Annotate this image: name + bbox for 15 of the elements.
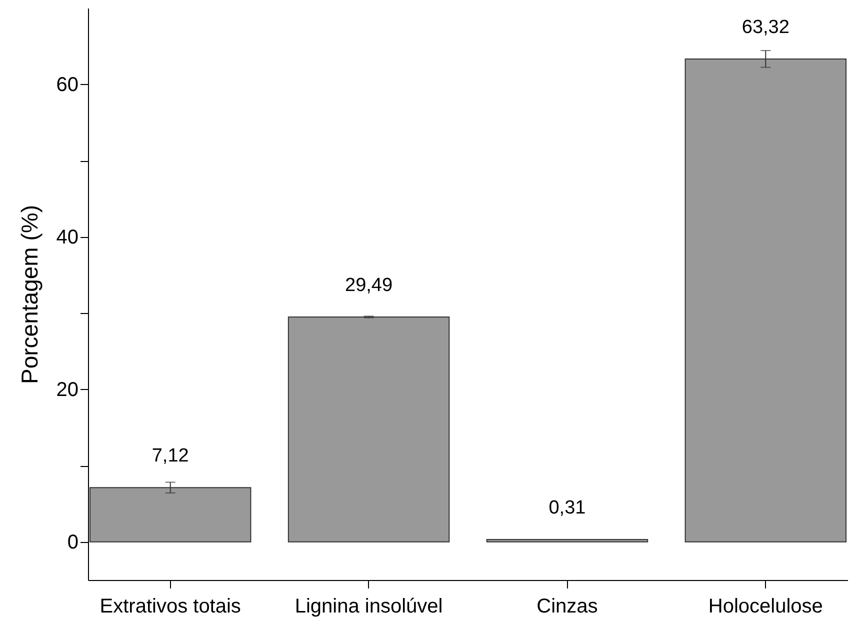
- y-tick-label: 20: [56, 378, 78, 401]
- y-tick-label: 60: [56, 74, 78, 96]
- data-label: 29,49: [345, 274, 393, 296]
- bar: [288, 316, 450, 542]
- x-tick-label: Holocelulose: [708, 596, 823, 618]
- data-label: 0,31: [548, 498, 586, 518]
- y-tick-label: 40: [56, 226, 78, 248]
- y-tick-label: 0: [67, 531, 78, 554]
- data-label: 7,12: [152, 446, 189, 467]
- y-axis-title: Porcentagem (%): [16, 205, 42, 384]
- x-tick-label: Extrativos totais: [100, 596, 241, 618]
- bar: [486, 539, 648, 542]
- x-tick-label: Lignina insolúvel: [294, 596, 443, 618]
- x-tick-label: Cinzas: [536, 596, 598, 618]
- data-label: 63,32: [742, 16, 790, 38]
